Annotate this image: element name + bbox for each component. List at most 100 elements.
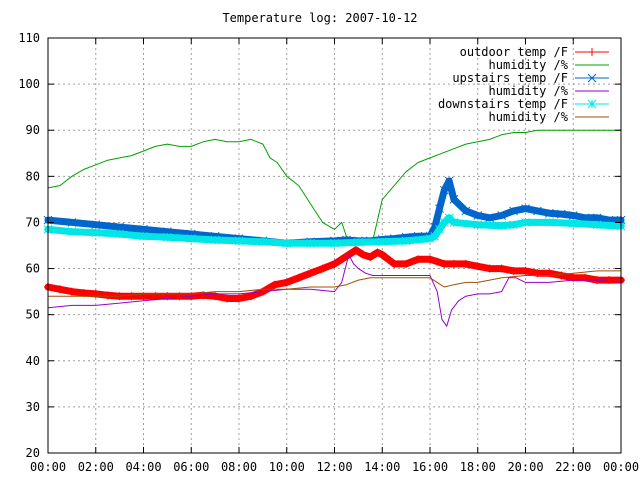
data-point bbox=[330, 238, 339, 248]
marker-stroke bbox=[91, 220, 101, 230]
data-point bbox=[414, 255, 423, 264]
data-point bbox=[163, 232, 172, 242]
data-point bbox=[426, 255, 434, 264]
data-point bbox=[568, 219, 578, 228]
data-point bbox=[485, 213, 495, 223]
data-point bbox=[354, 237, 363, 247]
data-point bbox=[521, 218, 530, 227]
series-5 bbox=[47, 270, 622, 297]
marker-stroke bbox=[282, 238, 292, 248]
marker-stroke bbox=[439, 185, 449, 195]
x-tick-label: 20:00 bbox=[507, 460, 543, 474]
y-tick-label: 20 bbox=[26, 446, 40, 460]
data-point bbox=[592, 220, 602, 230]
data-point bbox=[377, 237, 387, 247]
marker-stroke bbox=[521, 204, 530, 213]
marker-stroke bbox=[509, 206, 518, 216]
data-point bbox=[521, 204, 530, 213]
y-tick-label: 50 bbox=[26, 308, 40, 322]
data-point bbox=[330, 259, 339, 268]
marker-stroke bbox=[234, 236, 244, 246]
data-point bbox=[210, 235, 220, 245]
marker-stroke bbox=[377, 237, 387, 247]
legend-marker bbox=[587, 73, 597, 83]
data-point bbox=[246, 292, 255, 301]
marker-stroke bbox=[354, 237, 363, 247]
data-point bbox=[294, 273, 303, 282]
x-tick-label: 06:00 bbox=[173, 460, 209, 474]
data-point bbox=[390, 259, 399, 268]
data-point bbox=[433, 257, 442, 266]
x-tick-label: 04:00 bbox=[125, 460, 161, 474]
y-tick-label: 80 bbox=[26, 169, 40, 183]
marker-stroke bbox=[545, 208, 554, 218]
data-point bbox=[79, 288, 88, 297]
data-point bbox=[430, 231, 440, 241]
legend-label: humidity /% bbox=[489, 58, 569, 72]
data-point bbox=[461, 259, 470, 268]
data-point bbox=[568, 211, 578, 220]
marker-stroke bbox=[473, 211, 483, 220]
ticks: 20 30 40 50 60 70 80 90 100 110 00:00 02:00 04:00 06:… bbox=[18, 31, 639, 474]
data-point bbox=[67, 227, 77, 237]
data-point bbox=[223, 294, 232, 303]
marker-stroke bbox=[485, 213, 495, 223]
legend-label: humidity /% bbox=[489, 84, 569, 98]
marker-stroke bbox=[67, 227, 77, 237]
y-tick-label: 70 bbox=[26, 215, 40, 229]
marker-stroke bbox=[139, 231, 148, 241]
data-point bbox=[235, 294, 243, 303]
data-point bbox=[440, 259, 449, 268]
x-tick-label: 12:00 bbox=[316, 460, 352, 474]
data-point bbox=[67, 218, 77, 227]
y-tick-label: 30 bbox=[26, 400, 40, 414]
data-point bbox=[449, 218, 459, 227]
grid bbox=[48, 38, 621, 453]
y-tick-label: 100 bbox=[18, 77, 40, 91]
data-point bbox=[485, 264, 494, 273]
marker-stroke bbox=[568, 219, 578, 228]
data-point bbox=[461, 206, 471, 216]
marker-stroke bbox=[444, 176, 454, 186]
marker-stroke bbox=[67, 218, 77, 227]
marker-stroke bbox=[568, 211, 578, 220]
chart-title: Temperature log: 2007-10-12 bbox=[222, 11, 417, 25]
x-tick-label: 16:00 bbox=[412, 460, 448, 474]
marker-stroke bbox=[430, 222, 440, 232]
x-tick-label: 00:00 bbox=[30, 460, 66, 474]
data-point bbox=[497, 221, 506, 231]
x-tick-label: 14:00 bbox=[364, 460, 400, 474]
data-point bbox=[351, 246, 360, 255]
data-point bbox=[139, 225, 148, 234]
marker-stroke bbox=[509, 220, 518, 230]
marker-stroke bbox=[444, 213, 454, 223]
x-tick-label: 08:00 bbox=[221, 460, 257, 474]
data-point bbox=[509, 220, 518, 230]
marker-stroke bbox=[163, 232, 172, 242]
data-point bbox=[605, 276, 614, 285]
data-point bbox=[509, 206, 518, 216]
series-layer bbox=[43, 129, 626, 327]
data-point bbox=[115, 229, 124, 239]
data-point bbox=[306, 269, 315, 278]
marker-stroke bbox=[592, 213, 602, 223]
x-tick-label: 22:00 bbox=[555, 460, 591, 474]
data-point bbox=[127, 292, 136, 301]
data-point bbox=[115, 222, 124, 232]
marker-stroke bbox=[258, 237, 268, 247]
data-point bbox=[435, 204, 444, 213]
marker-stroke bbox=[556, 209, 566, 219]
data-point bbox=[449, 195, 459, 204]
data-point bbox=[557, 271, 566, 280]
data-point bbox=[435, 225, 444, 234]
marker-stroke bbox=[545, 218, 554, 227]
data-point bbox=[378, 250, 387, 259]
legend-label: upstairs temp /F bbox=[452, 71, 568, 85]
data-point bbox=[439, 185, 449, 195]
y-tick-label: 60 bbox=[26, 262, 40, 276]
data-point bbox=[473, 211, 483, 220]
data-point bbox=[91, 220, 101, 230]
marker-stroke bbox=[449, 195, 459, 204]
marker-stroke bbox=[186, 234, 196, 243]
